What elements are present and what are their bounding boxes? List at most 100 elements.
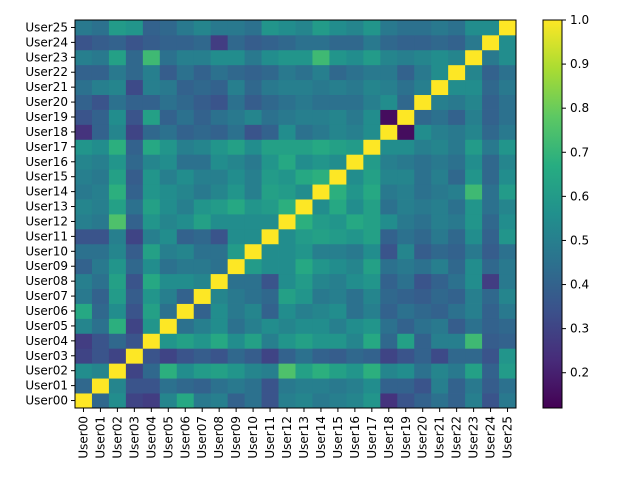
heatmap-cell-User04-User18 xyxy=(380,333,398,349)
heatmap-cell-User09-User01 xyxy=(91,258,110,275)
heatmap-cell-User06-User06 xyxy=(176,303,195,319)
y-tick-label: User08 xyxy=(25,274,68,288)
heatmap-cell-User07-User25 xyxy=(499,288,517,304)
x-tick-label: User13 xyxy=(297,416,311,459)
heatmap-cell-User11-User24 xyxy=(482,228,500,245)
heatmap-cell-User23-User02 xyxy=(108,49,127,66)
heatmap-cell-User03-User24 xyxy=(482,348,500,364)
heatmap-cell-User10-User07 xyxy=(193,243,212,260)
x-tick-label: User15 xyxy=(331,416,345,459)
heatmap-cell-User12-User14 xyxy=(312,214,330,230)
heatmap-cell-User13-User16 xyxy=(346,199,364,215)
heatmap-cell-User04-User02 xyxy=(108,333,127,349)
heatmap-cell-User19-User01 xyxy=(91,109,110,125)
heatmap-cell-User09-User04 xyxy=(142,258,161,275)
x-tick-label: User19 xyxy=(399,416,413,459)
heatmap-cell-User04-User14 xyxy=(312,333,330,349)
heatmap-cell-User10-User14 xyxy=(312,243,330,260)
heatmap-cell-User01-User17 xyxy=(363,378,381,394)
y-tick-label: User13 xyxy=(25,200,68,214)
heatmap-cell-User01-User12 xyxy=(278,378,296,394)
y-tick-label: User03 xyxy=(25,349,68,363)
x-tick-label: User07 xyxy=(195,416,209,459)
heatmap-cell-User20-User19 xyxy=(397,94,415,110)
colorbar-tick-label: 0.8 xyxy=(570,101,589,115)
heatmap-cell-User03-User13 xyxy=(295,348,313,364)
heatmap-cell-User08-User01 xyxy=(91,273,110,290)
heatmap-cell-User10-User15 xyxy=(329,243,347,260)
heatmap-cell-User15-User13 xyxy=(295,169,313,185)
heatmap-cell-User09-User17 xyxy=(363,258,381,275)
heatmap-cell-User05-User09 xyxy=(227,318,246,334)
heatmap-cell-User13-User03 xyxy=(125,199,144,215)
y-tick-label: User06 xyxy=(25,304,68,318)
heatmap-cell-User23-User14 xyxy=(312,49,330,66)
heatmap-cell-User05-User00 xyxy=(75,318,93,334)
heatmap-cell-User24-User21 xyxy=(431,34,449,51)
heatmap-cell-User24-User13 xyxy=(295,34,313,51)
heatmap-cell-User13-User08 xyxy=(210,199,229,215)
heatmap-cell-User11-User02 xyxy=(108,228,127,245)
heatmap-cell-User09-User20 xyxy=(414,258,432,275)
heatmap-cell-User00-User16 xyxy=(346,393,364,409)
heatmap-cell-User23-User13 xyxy=(295,49,313,66)
heatmap-cell-User03-User22 xyxy=(448,348,466,364)
heatmap-cell-User24-User16 xyxy=(346,34,364,51)
heatmap-cell-User11-User12 xyxy=(278,228,296,245)
heatmap-cell-User20-User10 xyxy=(244,94,262,110)
heatmap-cell-User16-User12 xyxy=(278,154,296,170)
heatmap-cell-User18-User00 xyxy=(75,124,93,140)
heatmap-cell-User14-User18 xyxy=(380,184,398,200)
heatmap-cell-User07-User20 xyxy=(414,288,432,304)
heatmap-cell-User04-User20 xyxy=(414,333,432,349)
heatmap-cell-User16-User18 xyxy=(380,154,398,170)
heatmap-cell-User16-User19 xyxy=(397,154,415,170)
heatmap-cell-User23-User11 xyxy=(261,49,279,66)
heatmap-cell-User17-User22 xyxy=(448,139,466,155)
heatmap-cell-User08-User16 xyxy=(346,273,364,290)
heatmap-cell-User02-User14 xyxy=(312,363,330,379)
heatmap-cell-User01-User20 xyxy=(414,378,432,394)
heatmap-cell-User23-User12 xyxy=(278,49,296,66)
heatmap-cell-User03-User10 xyxy=(244,348,262,364)
heatmap-cell-User10-User25 xyxy=(499,243,517,260)
heatmap-cell-User00-User05 xyxy=(159,393,178,409)
heatmap-cell-User02-User05 xyxy=(159,363,178,379)
heatmap-cell-User20-User16 xyxy=(346,94,364,110)
heatmap-cell-User07-User18 xyxy=(380,288,398,304)
heatmap-cell-User12-User04 xyxy=(142,214,161,230)
heatmap-cell-User24-User23 xyxy=(465,34,483,51)
heatmap-cell-User06-User21 xyxy=(431,303,449,319)
heatmap-cell-User14-User09 xyxy=(227,184,246,200)
x-tick-label: User22 xyxy=(450,416,464,459)
heatmap-cell-User19-User04 xyxy=(142,109,161,125)
heatmap-cell-User16-User17 xyxy=(363,154,381,170)
heatmap-cell-User22-User05 xyxy=(159,64,178,81)
heatmap-cell-User15-User25 xyxy=(499,169,517,185)
heatmap-cell-User12-User13 xyxy=(295,214,313,230)
heatmap-cell-User06-User08 xyxy=(210,303,229,319)
heatmap-cell-User10-User09 xyxy=(227,243,246,260)
heatmap-cell-User23-User24 xyxy=(482,49,500,66)
heatmap-cell-User11-User08 xyxy=(210,228,229,245)
heatmap-cell-User19-User22 xyxy=(448,109,466,125)
heatmap-cell-User08-User13 xyxy=(295,273,313,290)
heatmap-cell-User14-User14 xyxy=(312,184,330,200)
heatmap-cell-User13-User09 xyxy=(227,199,246,215)
heatmap-cell-User11-User09 xyxy=(227,228,246,245)
heatmap-cell-User07-User16 xyxy=(346,288,364,304)
heatmap-cell-User06-User09 xyxy=(227,303,246,319)
heatmap-cell-User04-User10 xyxy=(244,333,262,349)
heatmap-cell-User21-User11 xyxy=(261,79,279,96)
heatmap-cell-User19-User13 xyxy=(295,109,313,125)
heatmap-cell-User00-User24 xyxy=(482,393,500,409)
heatmap-cell-User14-User10 xyxy=(244,184,262,200)
heatmap-cell-User25-User07 xyxy=(193,20,212,36)
heatmap-cell-User11-User17 xyxy=(363,228,381,245)
heatmap-cell-User02-User01 xyxy=(91,363,110,379)
heatmap-cell-User01-User19 xyxy=(397,378,415,394)
x-tick-label: User09 xyxy=(229,416,243,459)
heatmap-cell-User25-User21 xyxy=(431,20,449,36)
heatmap-cell-User18-User14 xyxy=(312,124,330,140)
heatmap-cell-User24-User08 xyxy=(210,34,229,51)
